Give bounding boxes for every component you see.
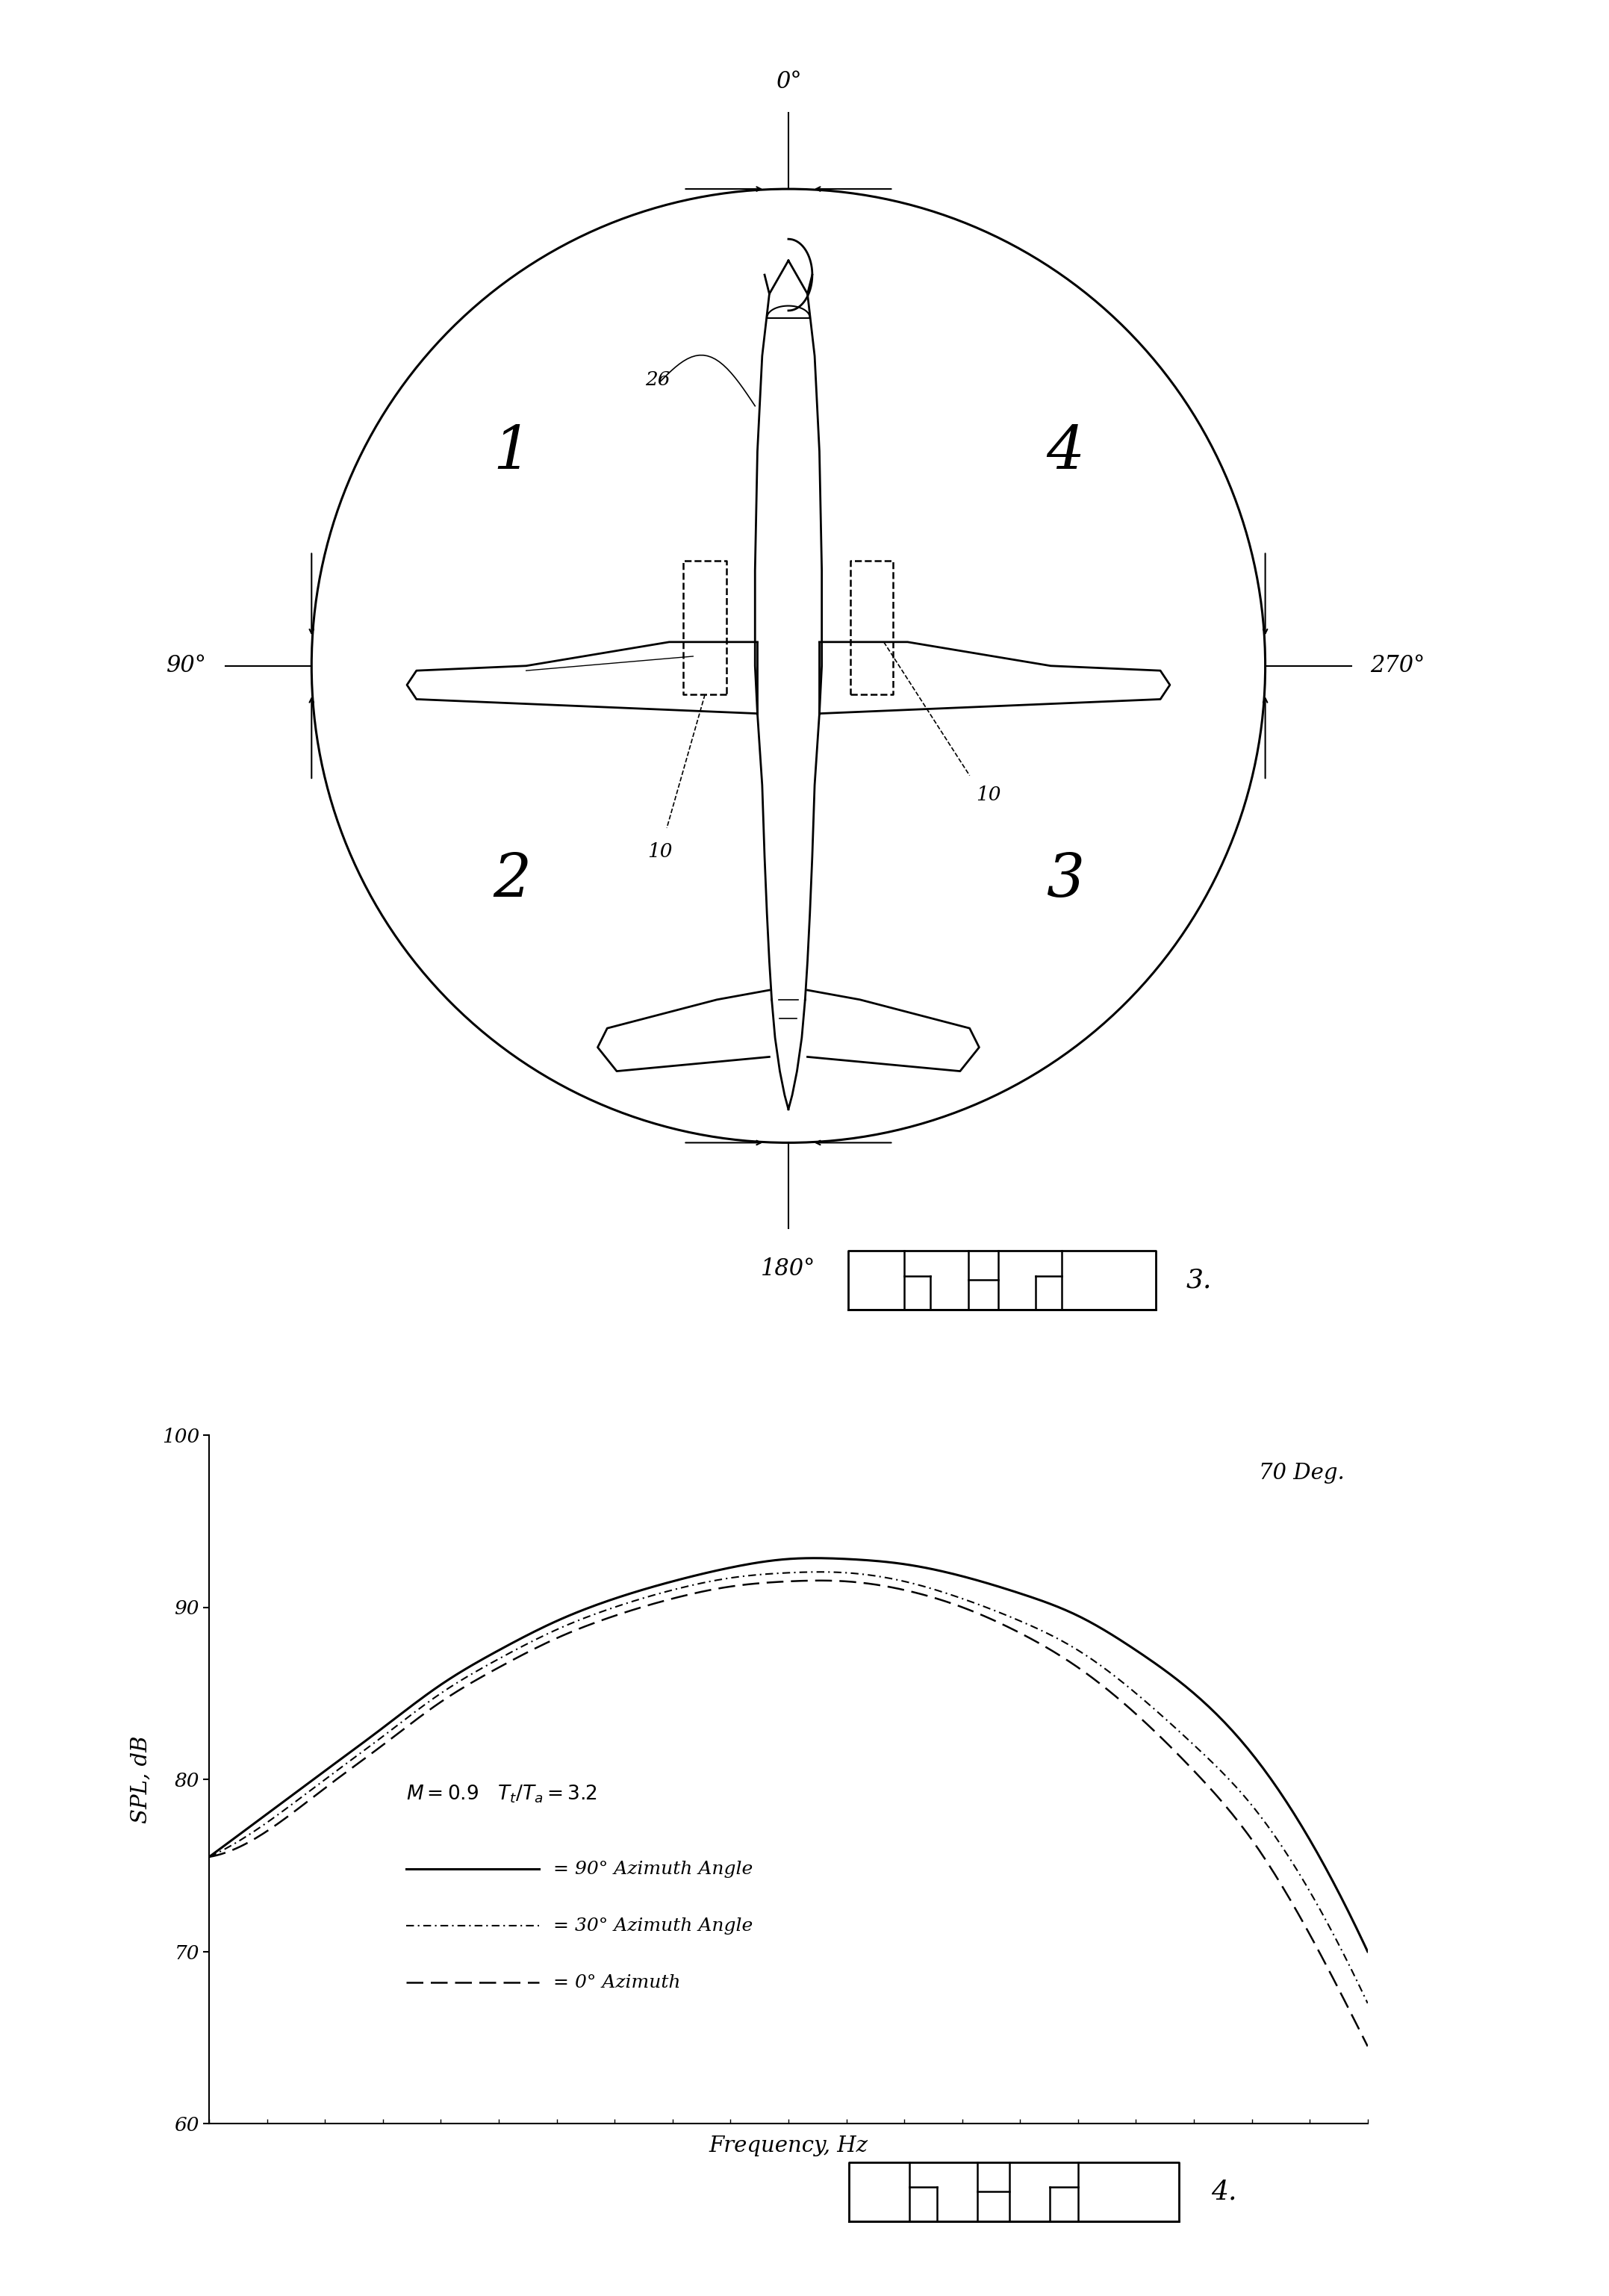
Text: 3: 3 (1046, 852, 1084, 909)
Text: 26: 26 (645, 370, 671, 388)
Text: 1: 1 (492, 422, 531, 480)
Text: 10: 10 (977, 785, 1001, 804)
Text: 70 Deg.: 70 Deg. (1258, 1463, 1345, 1483)
Text: = 0° Azimuth: = 0° Azimuth (553, 1975, 681, 1991)
Text: 2: 2 (492, 852, 531, 909)
Text: 4: 4 (1046, 422, 1084, 480)
Text: $M = 0.9$   $T_t / T_a = 3.2$: $M = 0.9$ $T_t / T_a = 3.2$ (405, 1784, 597, 1805)
Text: 90°: 90° (166, 654, 206, 677)
X-axis label: Frequency, Hz: Frequency, Hz (710, 2135, 867, 2156)
Text: 10: 10 (647, 843, 673, 861)
Text: 3.: 3. (1186, 1267, 1212, 1293)
Text: 0°: 0° (776, 71, 801, 94)
Text: 180°: 180° (761, 1258, 816, 1281)
Text: = 30° Azimuth Angle: = 30° Azimuth Angle (553, 1917, 753, 1933)
Text: 270°: 270° (1371, 654, 1426, 677)
Y-axis label: SPL, dB: SPL, dB (130, 1736, 151, 1823)
Text: = 90° Azimuth Angle: = 90° Azimuth Angle (553, 1860, 753, 1878)
Text: 4.: 4. (1212, 2179, 1237, 2204)
